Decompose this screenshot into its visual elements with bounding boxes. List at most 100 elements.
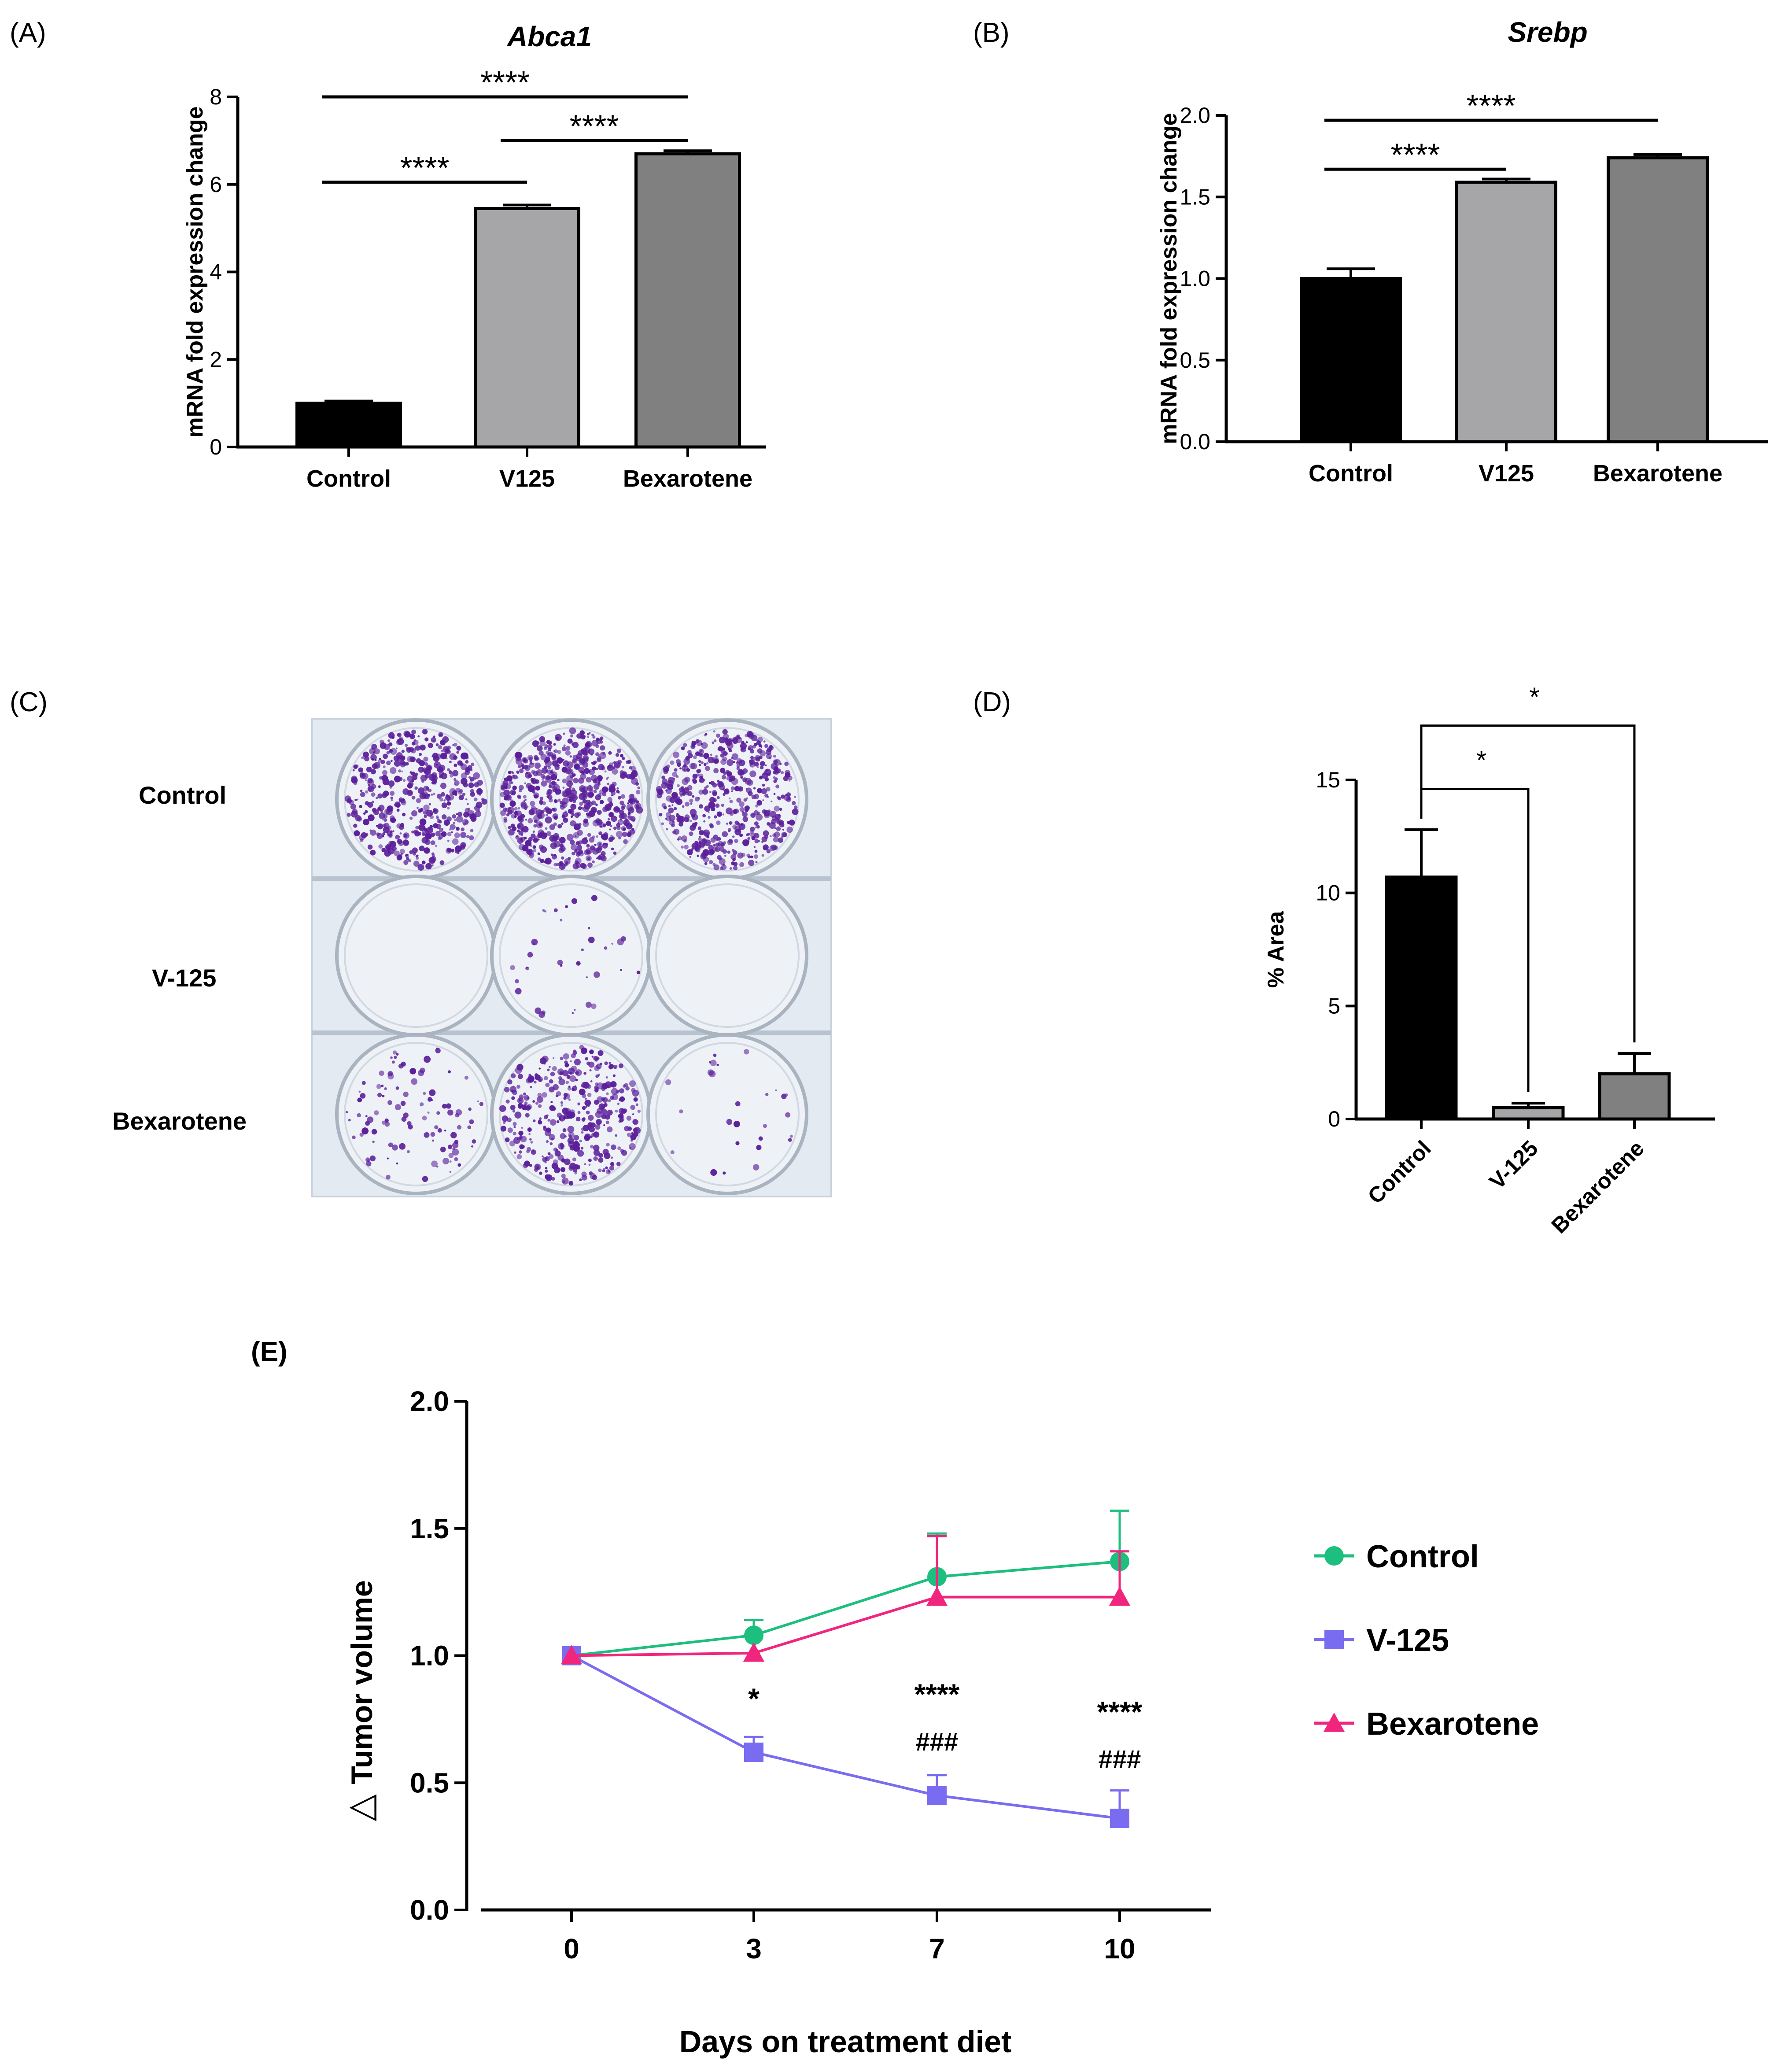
bar-v125 [1455,181,1557,443]
colony [579,1088,586,1095]
colony [678,822,683,827]
y-tick-label: 0 [1328,1107,1340,1131]
colony [601,1114,606,1119]
colony [411,1078,418,1085]
colony [502,1121,506,1124]
colony [596,768,598,770]
colony [735,1101,741,1107]
colony [747,837,750,840]
colony [417,787,424,794]
colony [454,832,460,838]
colony [600,736,604,740]
colony [532,762,535,765]
colony [442,1158,450,1165]
colony [710,1169,717,1176]
colony [570,815,573,818]
colony [739,807,745,812]
colony [424,737,429,742]
colony [598,1153,603,1158]
colony [428,794,431,797]
significance-label: * [1529,682,1539,712]
colony [612,768,618,775]
colony [423,804,430,811]
colony [439,860,445,865]
colony [570,798,572,800]
colony [713,758,719,764]
colony [511,1096,515,1100]
colony [792,808,799,815]
colony [430,767,432,769]
colony [722,813,725,816]
colony [584,837,588,840]
colony [746,840,750,844]
colony [741,811,745,814]
colony [475,811,481,817]
colony [752,1164,760,1171]
colony [549,1142,553,1145]
colony [710,837,716,843]
bar-control [1300,277,1402,443]
colony [448,770,453,774]
colony [546,1140,549,1143]
colony [527,849,534,856]
colony [608,1065,613,1070]
colony [611,1144,616,1150]
colony [702,789,708,795]
colony [431,794,433,796]
colony [479,794,481,796]
colony [553,743,556,746]
colony [449,1160,452,1163]
y-axis-label: mRNA fold expression change [1156,113,1182,444]
colony [453,742,457,747]
colony [505,794,510,800]
colony [621,765,624,768]
colony [470,791,475,797]
colony [545,1082,550,1087]
colony [472,1139,476,1144]
colony [418,767,424,773]
colony [566,1075,571,1079]
colony [704,763,707,766]
colony [528,809,535,816]
colony [471,1145,474,1148]
colony [587,735,590,738]
colony [592,735,596,739]
colony [716,1064,719,1066]
colony [699,776,704,780]
colony [683,764,687,768]
colony [697,773,700,776]
colony [512,1109,516,1113]
colony [360,772,366,779]
colony [457,852,460,854]
colony [577,851,581,855]
colony [677,784,680,787]
colony [527,1075,535,1083]
y-tick-label: 15 [1316,768,1340,792]
colony [692,795,695,798]
colony [567,1086,572,1091]
colony [586,733,590,736]
colony [712,846,718,852]
colony [515,810,522,817]
colony [753,810,759,816]
colony [510,1104,516,1110]
colony [517,816,523,821]
colony [571,787,575,791]
colony [545,814,548,816]
colony [769,845,776,851]
colony [788,776,793,780]
colony [766,787,771,792]
plate-row-label-bexarotene: Bexarotene [112,1107,247,1135]
colony [510,789,516,796]
colony [577,1102,581,1106]
colony [726,759,734,766]
colony [735,1141,740,1145]
colony [452,790,457,796]
colony [679,1109,683,1114]
colony [620,813,627,819]
colony [390,796,394,800]
colony [607,818,610,820]
colony [775,784,780,789]
colony [548,741,552,745]
colony [571,1065,577,1072]
